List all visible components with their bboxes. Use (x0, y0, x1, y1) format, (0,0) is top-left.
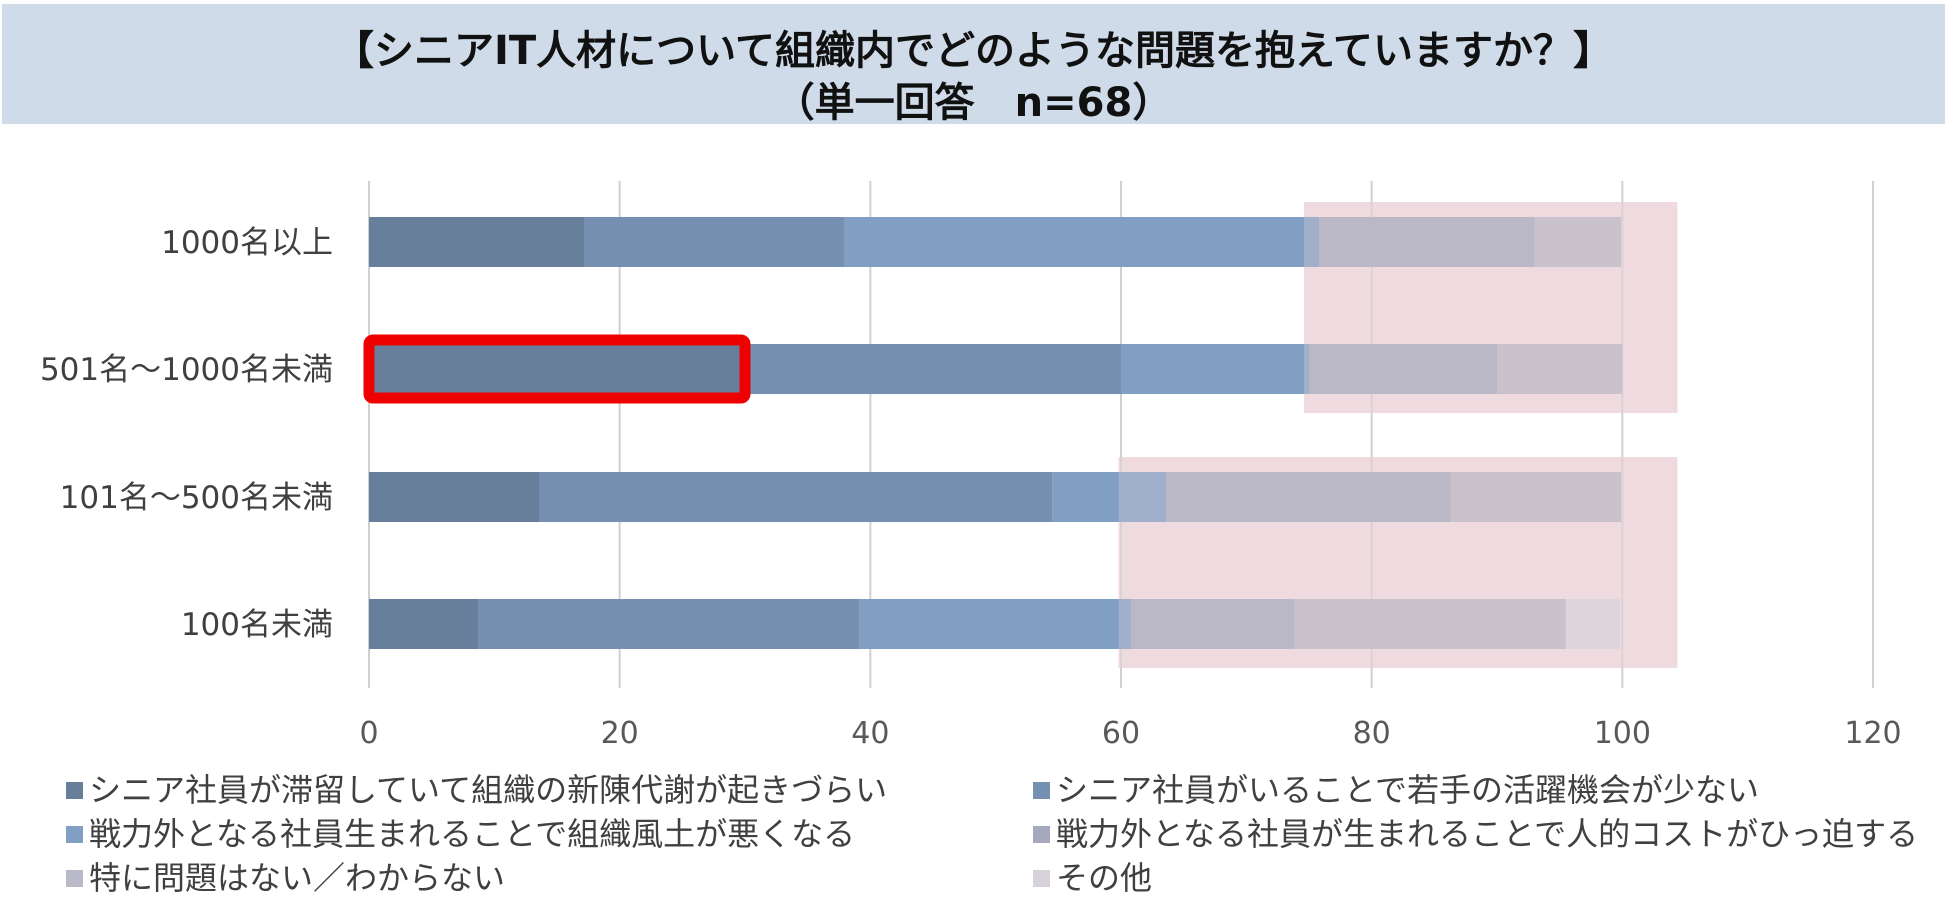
legend-label: その他 (1056, 859, 1153, 897)
highlight-outline-box (363, 334, 751, 404)
legend-item: 戦力外となる社員生まれることで組織風土が悪くなる (66, 809, 855, 855)
x-tick-label: 0 (359, 716, 378, 751)
category-label: 100名未満 (181, 607, 333, 643)
x-tick-label: 60 (1102, 716, 1140, 751)
bar-segment (1166, 472, 1451, 522)
legend-item: 戦力外となる社員が生まれることで人的コストがひっ迫する (1033, 809, 1918, 855)
x-tick-label: 80 (1353, 716, 1391, 751)
bar-segment (844, 217, 1320, 267)
highlight-overlays (363, 202, 1678, 668)
x-tick-label: 40 (851, 716, 889, 751)
x-tick-label: 100 (1594, 716, 1651, 751)
legend-swatch (66, 781, 83, 799)
highlight-overlay-1 (1303, 202, 1678, 413)
bar-segment (369, 217, 585, 267)
category-label: 101名～500名未満 (60, 480, 333, 516)
x-tick-label: 120 (1844, 716, 1901, 751)
chart-title: 【シニアIT人材について組織内でどのような問題を抱えていますか？】 (334, 28, 1613, 74)
bar-segment (1450, 472, 1622, 522)
legend-item: その他 (1033, 853, 1152, 899)
legend-swatch (1033, 781, 1050, 799)
legend-item: 特に問題はない／わからない (66, 853, 505, 899)
highlight-overlay-2 (1118, 457, 1678, 668)
category-label: 501名～1000名未満 (40, 352, 333, 388)
bars (369, 217, 1623, 649)
bar-segment (584, 217, 845, 267)
bar-segment (1309, 344, 1497, 394)
bar-segment (1534, 217, 1622, 267)
legend-label: シニア社員が滞留していて組織の新陳代謝が起きづらい (89, 771, 888, 809)
bar-segment (369, 344, 745, 394)
bar-segment (1565, 599, 1620, 649)
x-tick-label: 20 (601, 716, 639, 751)
category-labels: 1000名以上 501名～1000名未満 101名～500名未満 100名未満 (40, 225, 333, 643)
legend-swatch (1033, 825, 1050, 843)
title-band: 【シニアIT人材について組織内でどのような問題を抱えていますか？】 （単一回答 … (2, 4, 1945, 126)
bar-segment (1121, 344, 1309, 394)
chart-subtitle: （単一回答 n=68） (774, 80, 1173, 126)
legend-label: 戦力外となる社員が生まれることで人的コストがひっ迫する (1056, 815, 1919, 853)
bar-segment (1319, 217, 1535, 267)
legend-item: シニア社員が滞留していて組織の新陳代謝が起きづらい (66, 765, 887, 811)
legend-swatch (66, 825, 83, 843)
legend-swatch (66, 869, 83, 887)
bar-segment (859, 599, 1132, 649)
bar-segment (1497, 344, 1623, 394)
bar-segment (1293, 599, 1566, 649)
bar-segment (1131, 599, 1294, 649)
legend-label: シニア社員がいることで若手の活躍機会が少ない (1056, 771, 1760, 809)
bar-segment (369, 472, 540, 522)
legend-swatch (1033, 869, 1050, 887)
legend-item: シニア社員がいることで若手の活躍機会が少ない (1033, 765, 1759, 811)
category-label: 1000名以上 (161, 225, 333, 261)
bar-segment (539, 472, 1053, 522)
bar-segment (745, 344, 1121, 394)
bar-segment (369, 599, 479, 649)
legend-label: 特に問題はない／わからない (89, 859, 506, 897)
bar-segment (478, 599, 860, 649)
bar-segment (1052, 472, 1167, 522)
legend-label: 戦力外となる社員生まれることで組織風土が悪くなる (89, 815, 856, 853)
x-tick-labels: 0 20 40 60 80 100 120 (359, 716, 1901, 751)
